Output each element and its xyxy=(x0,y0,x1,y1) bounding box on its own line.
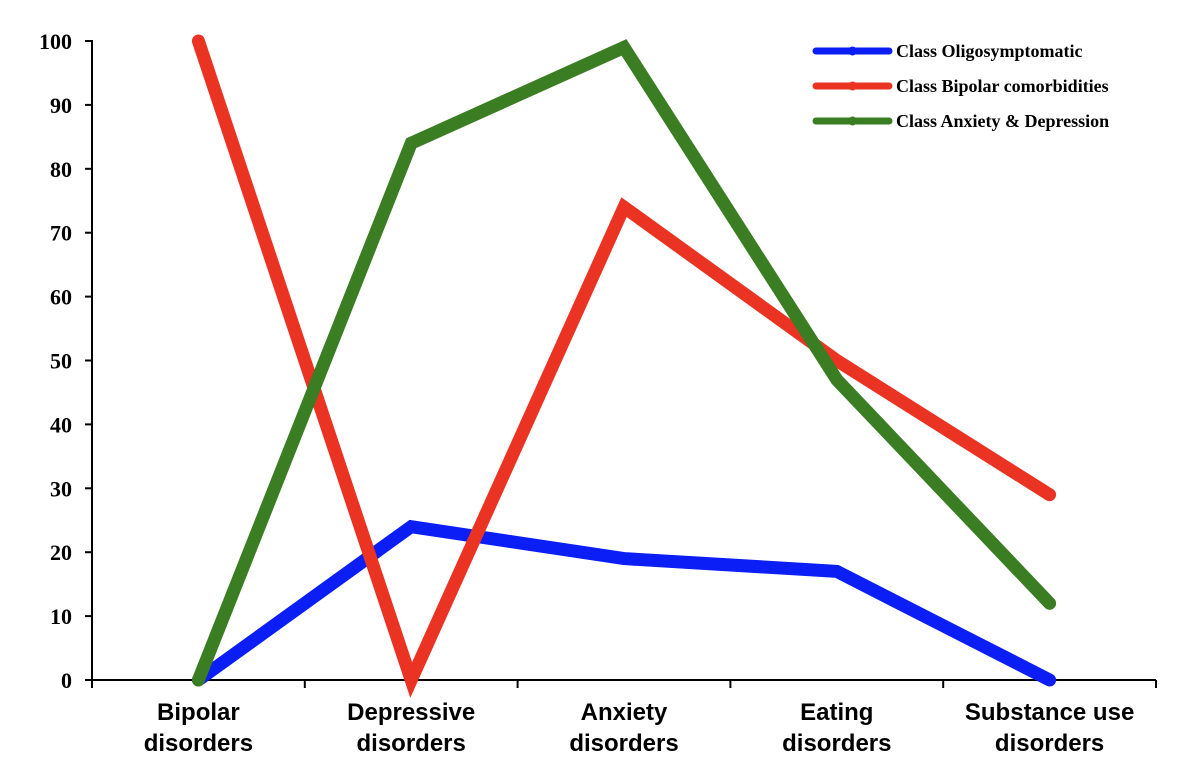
y-tick-label: 100 xyxy=(39,29,72,54)
y-tick-label: 20 xyxy=(50,540,72,565)
data-point xyxy=(831,566,842,577)
y-tick-label: 0 xyxy=(61,668,72,693)
legend-item: Class Oligosymptomatic xyxy=(812,41,1083,61)
x-tick-label: disorders xyxy=(995,730,1104,757)
y-tick-label: 70 xyxy=(50,221,72,246)
x-tick-label: Anxiety xyxy=(581,699,668,726)
x-tick-label: disorders xyxy=(144,730,253,757)
data-point xyxy=(831,374,842,385)
x-tick-label: Bipolar xyxy=(157,699,240,726)
x-tick-label: Substance use xyxy=(965,699,1134,726)
legend-item: Class Bipolar comorbidities xyxy=(812,76,1109,96)
legend: Class Oligosymptomatic Class Bipolar como… xyxy=(812,41,1109,131)
data-point xyxy=(619,202,629,213)
x-tick-label: Depressive xyxy=(347,699,475,726)
data-point xyxy=(193,36,204,46)
y-tick-label: 90 xyxy=(50,93,72,118)
y-tick-label: 30 xyxy=(50,476,72,501)
y-tick-label: 80 xyxy=(50,157,72,182)
data-point xyxy=(406,138,417,149)
data-point xyxy=(619,42,629,53)
axes xyxy=(91,40,1156,681)
x-axis-ticks: Bipolar disorders Depressive disorders Anxie… xyxy=(91,680,1157,757)
x-tick-label: disorders xyxy=(782,730,891,757)
legend-swatch-marker xyxy=(848,81,857,91)
y-axis-ticks: 0 10 20 30 40 50 60 70 80 90 100 xyxy=(39,29,92,693)
legend-label: Class Oligosymptomatic xyxy=(896,41,1083,61)
legend-swatch-marker xyxy=(848,116,857,126)
y-tick-label: 40 xyxy=(50,412,72,437)
legend-label: Class Bipolar comorbidities xyxy=(896,76,1109,96)
data-point xyxy=(406,521,417,532)
legend-label: Class Anxiety & Depression xyxy=(896,111,1109,131)
legend-swatch-marker xyxy=(848,46,857,56)
data-point xyxy=(193,675,204,685)
series-line-1 xyxy=(191,519,1057,687)
y-tick-label: 10 xyxy=(50,604,72,629)
data-point xyxy=(619,553,629,564)
data-point xyxy=(406,675,417,685)
x-tick-label: Eating xyxy=(800,699,873,726)
data-point xyxy=(831,355,842,366)
legend-item: Class Anxiety & Depression xyxy=(812,111,1109,131)
x-tick-label: disorders xyxy=(569,730,678,757)
y-tick-label: 50 xyxy=(50,349,72,374)
data-point xyxy=(1044,489,1055,500)
x-tick-label: disorders xyxy=(357,730,466,757)
data-point xyxy=(1044,598,1055,609)
series-layer xyxy=(191,34,1057,698)
y-tick-label: 60 xyxy=(50,285,72,310)
data-point xyxy=(1044,675,1055,685)
